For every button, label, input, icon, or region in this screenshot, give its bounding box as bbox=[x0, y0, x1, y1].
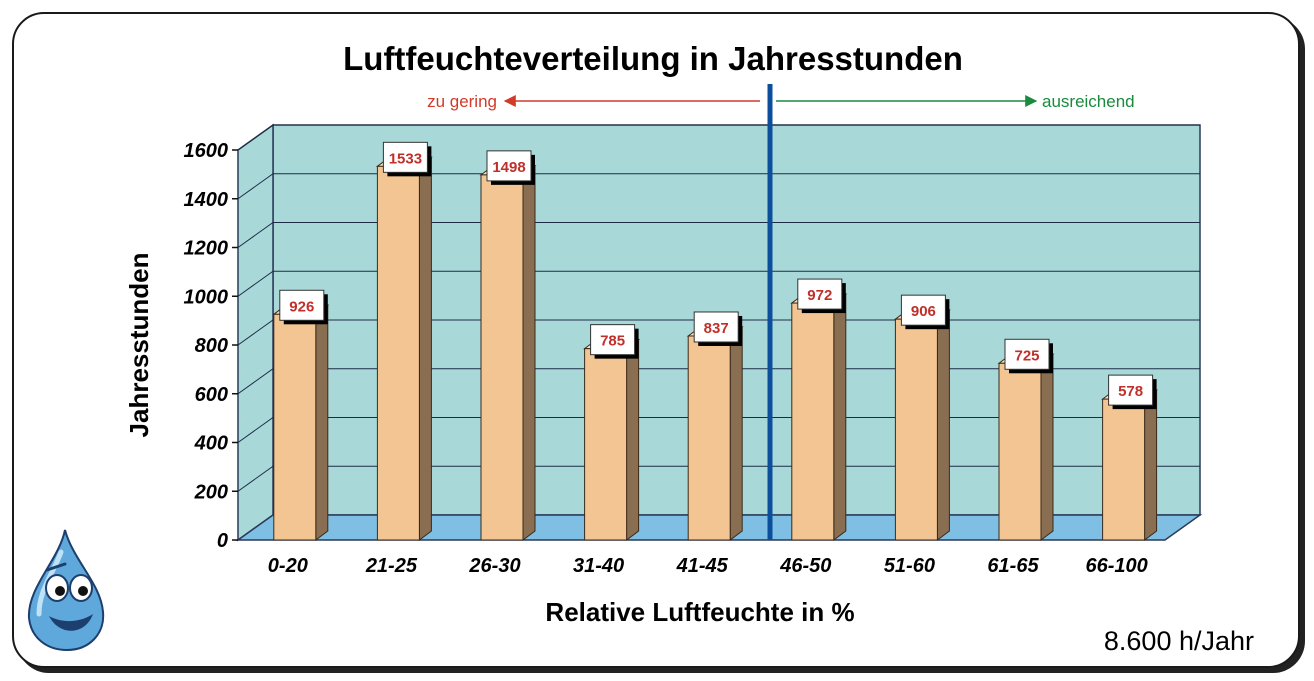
value-label-box bbox=[797, 278, 843, 310]
bar-front bbox=[480, 174, 524, 541]
gridline bbox=[237, 319, 1200, 346]
bar-front bbox=[584, 348, 628, 541]
x-tick-label: 61-65 bbox=[987, 555, 1039, 577]
bar-66-100: 578 bbox=[1101, 374, 1159, 541]
bar-front bbox=[894, 318, 938, 541]
x-tick-label: 51-60 bbox=[884, 555, 935, 577]
bar-side bbox=[1144, 389, 1158, 541]
bar-0-20: 926 bbox=[272, 289, 330, 541]
bar-41-45: 837 bbox=[686, 311, 744, 541]
bar-front bbox=[687, 335, 731, 541]
bar-front bbox=[273, 313, 317, 541]
y-tick-label: 1200 bbox=[184, 238, 229, 260]
bar-side bbox=[833, 293, 847, 541]
footer-note: 8.600 h/Jahr bbox=[1104, 626, 1254, 656]
bar-21-25: 1533 bbox=[375, 141, 433, 541]
bar-61-65: 725 bbox=[997, 338, 1055, 541]
bar-side bbox=[522, 164, 536, 541]
value-label-box bbox=[693, 311, 739, 343]
x-tick-label: 0-20 bbox=[268, 555, 308, 577]
y-axis-ticks: 0 200 400 600 800 1000 1200 1400 1600 bbox=[184, 140, 238, 552]
x-tick-label: 31-40 bbox=[573, 555, 624, 577]
droplet-mascot-icon bbox=[27, 529, 105, 652]
value-label: 906 bbox=[911, 303, 936, 320]
y-tick-label: 1000 bbox=[184, 286, 229, 308]
value-label: 1498 bbox=[492, 159, 525, 176]
bar-31-40: 785 bbox=[583, 324, 641, 541]
value-label-box bbox=[279, 289, 325, 321]
y-axis-label: Jahresstunden bbox=[124, 253, 154, 438]
x-tick-label: 41-45 bbox=[676, 555, 729, 577]
y-tick-label: 600 bbox=[195, 384, 228, 406]
x-axis-ticks: 0-20 21-25 26-30 31-40 41-45 46-50 51-60 61-65 6… bbox=[268, 555, 1148, 577]
y-tick-label: 400 bbox=[194, 433, 228, 455]
gridline bbox=[237, 173, 1200, 200]
gridline bbox=[237, 465, 1200, 492]
bar-side bbox=[1040, 353, 1054, 541]
bar-side bbox=[729, 325, 743, 541]
gridline bbox=[237, 368, 1200, 395]
x-axis-label: Relative Luftfeuchte in % bbox=[545, 597, 854, 627]
x-tick-label: 46-50 bbox=[779, 555, 831, 577]
x-tick-label: 66-100 bbox=[1085, 555, 1147, 577]
value-label-box bbox=[486, 150, 532, 182]
y-tick-label: 1600 bbox=[184, 140, 229, 162]
bar-46-50: 972 bbox=[790, 278, 848, 541]
value-label-box bbox=[1108, 374, 1154, 406]
bar-front bbox=[791, 302, 835, 541]
value-label: 578 bbox=[1118, 383, 1143, 400]
annotation-right: ausreichend bbox=[1042, 92, 1135, 111]
y-tick-label: 200 bbox=[194, 481, 228, 503]
x-tick-label: 26-30 bbox=[468, 555, 520, 577]
value-label: 837 bbox=[704, 320, 729, 337]
value-label: 725 bbox=[1014, 347, 1039, 364]
bar-front bbox=[376, 165, 420, 541]
value-label-box bbox=[900, 294, 946, 326]
y-tick-label: 0 bbox=[217, 530, 228, 552]
value-label: 972 bbox=[807, 287, 832, 304]
chart-title: Luftfeuchteverteilung in Jahresstunden bbox=[343, 40, 963, 77]
bars: 926 1533 1498 785 837 972 906 725 578 bbox=[272, 141, 1159, 541]
bar-side bbox=[936, 309, 950, 541]
gridline bbox=[237, 270, 1200, 297]
value-label: 785 bbox=[600, 333, 625, 350]
y-tick-label: 800 bbox=[195, 335, 228, 357]
gridline bbox=[237, 417, 1200, 443]
x-tick-label: 21-25 bbox=[365, 555, 418, 577]
bar-side bbox=[315, 304, 329, 541]
gridline bbox=[237, 222, 1200, 248]
value-label: 1533 bbox=[389, 150, 422, 167]
annotation-left: zu gering bbox=[427, 92, 497, 111]
bar-side bbox=[418, 156, 432, 541]
value-label-box bbox=[382, 141, 428, 173]
value-label-box bbox=[590, 324, 636, 356]
y-tick-label: 1400 bbox=[184, 189, 229, 211]
bar-front bbox=[998, 362, 1042, 541]
bar-26-30: 1498 bbox=[479, 150, 537, 541]
value-label: 926 bbox=[289, 298, 314, 315]
bar-51-60: 906 bbox=[893, 294, 951, 541]
value-label-box bbox=[1004, 338, 1050, 370]
gridline bbox=[237, 124, 1200, 151]
bar-side bbox=[626, 338, 640, 541]
bar-front bbox=[1102, 398, 1146, 541]
